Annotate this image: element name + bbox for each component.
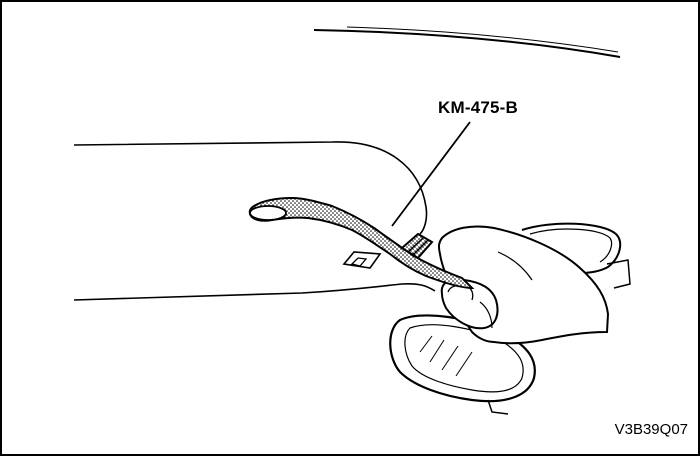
finger-crease bbox=[479, 301, 493, 329]
tool-collar-ring bbox=[412, 239, 429, 256]
tool-tip bbox=[249, 205, 287, 221]
mirror-reflection-line bbox=[441, 345, 459, 371]
figure-code: V3B39Q07 bbox=[614, 421, 688, 438]
windshield-edge bbox=[313, 29, 621, 58]
mount-bracket bbox=[606, 259, 631, 289]
mirror-reflection-line bbox=[429, 339, 445, 363]
mirror-stem bbox=[487, 399, 509, 415]
mirror-reflection-line bbox=[419, 335, 433, 353]
tool-collar-ring bbox=[407, 237, 424, 253]
switch-button bbox=[350, 257, 368, 267]
tool-leader-line bbox=[391, 121, 471, 227]
tool-callout-label: KM-475-B bbox=[438, 98, 519, 117]
tool-collar bbox=[400, 232, 434, 260]
headliner-lower-line bbox=[73, 283, 436, 301]
upper-mirror-inner bbox=[529, 228, 613, 263]
headliner-outline bbox=[73, 141, 428, 235]
mirror-reflection-line bbox=[455, 351, 473, 377]
finger-crease bbox=[497, 251, 533, 281]
windshield-edge-inner bbox=[346, 26, 619, 53]
switch-housing bbox=[342, 251, 382, 269]
